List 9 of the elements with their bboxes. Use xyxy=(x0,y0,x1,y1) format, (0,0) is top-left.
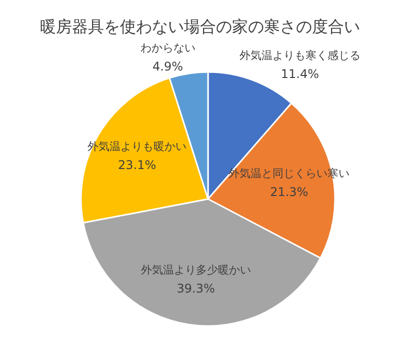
slice-label: わからない xyxy=(140,41,196,54)
slice-label: 外気温よりも寒く感じる xyxy=(239,48,360,62)
data-label: 21.3% xyxy=(270,184,308,199)
slice-label: 外気温より多少暖かい xyxy=(140,264,251,277)
data-label: 11.4% xyxy=(280,66,319,81)
data-label: 4.9% xyxy=(152,59,184,74)
data-label: 39.3% xyxy=(176,282,215,296)
data-label: 23.1% xyxy=(118,158,156,172)
chart-title: 暖房器具を使わない場合の家の寒さの度合い xyxy=(40,17,360,36)
